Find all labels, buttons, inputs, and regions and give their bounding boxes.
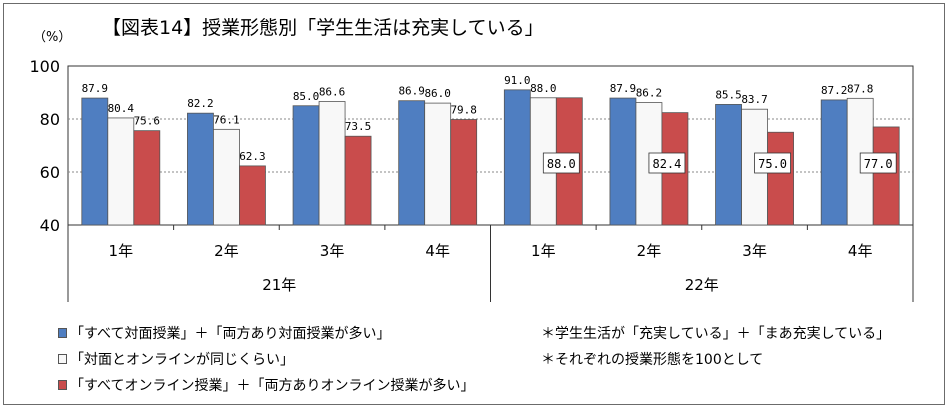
x-tick-label: 4年 bbox=[848, 242, 873, 260]
data-label: 86.0 bbox=[424, 87, 451, 100]
data-label: 77.0 bbox=[864, 157, 893, 171]
data-label: 86.9 bbox=[398, 85, 425, 98]
x-tick-label: 2年 bbox=[214, 242, 239, 260]
data-label: 62.3 bbox=[239, 150, 266, 163]
bar bbox=[81, 97, 109, 226]
x-tick-label: 3年 bbox=[742, 242, 767, 260]
bar bbox=[450, 119, 478, 226]
legend-item-online: 「すべてオンライン授業」＋「両方ありオンライン授業が多い」 bbox=[58, 372, 474, 398]
data-label: 83.7 bbox=[741, 93, 768, 106]
data-label: 85.5 bbox=[715, 88, 742, 101]
bar bbox=[344, 135, 372, 226]
bar bbox=[767, 131, 794, 226]
x-tick-label: 2年 bbox=[637, 242, 662, 260]
legend-swatch-online bbox=[58, 380, 67, 390]
bar bbox=[609, 97, 637, 226]
data-label: 85.0 bbox=[293, 90, 320, 103]
data-label: 82.2 bbox=[187, 97, 214, 110]
legend-label-online: 「すべてオンライン授業」＋「両方ありオンライン授業が多い」 bbox=[70, 378, 475, 394]
legend-item-mixed: 「対面とオンラインが同じくらい」 bbox=[58, 346, 474, 372]
legend-label-face-to-face: 「すべて対面授業」＋「両方あり対面授業が多い」 bbox=[70, 326, 391, 342]
bar bbox=[503, 89, 531, 226]
footnotes: ＊学生生活が「充実している」＋「まあ充実している」 ＊それぞれの授業形態を100… bbox=[541, 320, 890, 372]
bar bbox=[872, 126, 900, 226]
bar bbox=[398, 100, 426, 226]
data-label: 87.9 bbox=[610, 82, 637, 95]
y-tick-label: 100 bbox=[29, 57, 60, 76]
data-label: 87.2 bbox=[821, 84, 848, 97]
data-label-box bbox=[648, 152, 686, 174]
legend-swatch-mixed bbox=[58, 354, 67, 364]
footnote-definition: ＊学生生活が「充実している」＋「まあ充実している」 bbox=[541, 326, 891, 342]
chart-title: 【図表14】授業形態別「学生生活は充実している」 bbox=[102, 17, 544, 39]
data-label: 87.8 bbox=[847, 82, 874, 95]
group-label: 22年 bbox=[685, 276, 719, 294]
data-label: 73.5 bbox=[345, 120, 372, 133]
bar bbox=[133, 130, 161, 226]
x-tick-label: 1年 bbox=[109, 242, 134, 260]
x-tick-label: 4年 bbox=[425, 242, 450, 260]
data-label-box bbox=[754, 152, 791, 174]
bar bbox=[715, 104, 742, 226]
data-label: 86.6 bbox=[319, 86, 346, 99]
data-label: 75.0 bbox=[758, 157, 787, 171]
bar bbox=[292, 105, 320, 226]
bar bbox=[107, 117, 135, 226]
legend: 「すべて対面授業」＋「両方あり対面授業が多い」 「対面とオンラインが同じくらい」… bbox=[58, 320, 474, 398]
bar bbox=[424, 102, 452, 226]
data-label: 82.4 bbox=[652, 157, 681, 171]
legend-item-face-to-face: 「すべて対面授業」＋「両方あり対面授業が多い」 bbox=[58, 320, 474, 346]
data-label: 79.8 bbox=[450, 104, 477, 117]
data-label-box bbox=[859, 152, 897, 174]
bar bbox=[820, 99, 848, 226]
legend-label-mixed: 「対面とオンラインが同じくらい」 bbox=[70, 352, 294, 368]
data-label: 86.2 bbox=[636, 87, 663, 100]
data-label: 75.6 bbox=[134, 115, 161, 128]
bar bbox=[318, 101, 346, 226]
y-tick-label: 60 bbox=[40, 163, 60, 182]
x-tick-label: 1年 bbox=[531, 242, 556, 260]
footnote-base: ＊それぞれの授業形態を100として bbox=[541, 352, 764, 368]
data-label: 80.4 bbox=[108, 102, 135, 115]
bar bbox=[187, 112, 214, 226]
data-label: 76.1 bbox=[213, 113, 240, 126]
data-label: 88.0 bbox=[530, 82, 557, 95]
group-label: 21年 bbox=[262, 276, 296, 294]
data-label: 87.9 bbox=[82, 82, 109, 95]
y-tick-label: 40 bbox=[40, 216, 60, 235]
y-tick-label: 80 bbox=[40, 110, 60, 129]
data-label: 88.0 bbox=[547, 157, 576, 171]
y-axis-unit-label: （%） bbox=[33, 30, 72, 45]
x-tick-label: 3年 bbox=[320, 242, 345, 260]
legend-swatch-face-to-face bbox=[58, 328, 67, 338]
data-label-box bbox=[542, 152, 580, 174]
bar bbox=[239, 165, 266, 226]
data-label: 91.0 bbox=[504, 74, 531, 87]
bar bbox=[213, 128, 240, 226]
